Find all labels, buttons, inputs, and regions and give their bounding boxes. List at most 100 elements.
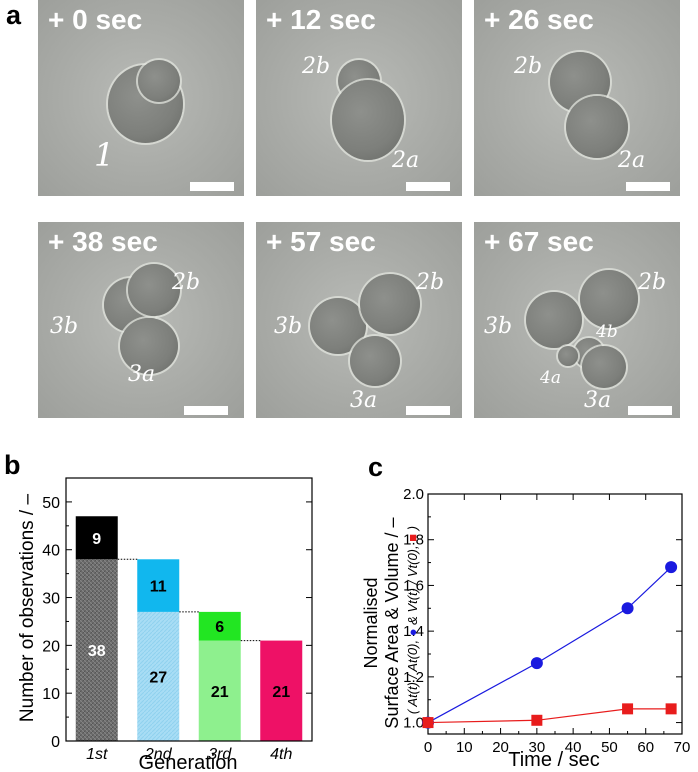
x-axis-label: Generation: [139, 752, 238, 772]
series-line-square: [427, 708, 672, 724]
x-tick-label: 50: [601, 739, 618, 756]
cell-3a: [582, 346, 626, 388]
y-tick-label: 1.4: [403, 623, 424, 640]
scale-bar: [626, 182, 670, 191]
series-line-circle: [427, 566, 672, 724]
y-tick-label: 0: [51, 734, 60, 751]
micrograph-frame-12s: + 12 sec 2b 2a: [256, 0, 462, 196]
cell-label: 2b: [514, 54, 543, 79]
cell-label: 2b: [638, 270, 667, 295]
frame-time-label: + 0 sec: [48, 4, 143, 35]
y-tick-label: 1.8: [403, 532, 424, 549]
bar-value-label-lower: 21: [272, 684, 290, 701]
cell-label: 3a: [350, 388, 378, 413]
x-tick-label: 3rd: [208, 746, 232, 763]
data-point-square: [531, 714, 543, 726]
x-tick-label: 10: [456, 739, 473, 756]
y-tick-label: 40: [42, 543, 60, 560]
panel-b-letter: b: [4, 450, 21, 480]
micrograph-frame-67s: + 67 sec 2b 3b 4b 4a 3a: [474, 222, 680, 418]
bar-lower-3rd: [198, 640, 241, 741]
bar-value-label-lower: 38: [88, 643, 106, 660]
cell-label: 2b: [416, 270, 445, 295]
panel-a-letter: a: [6, 0, 22, 30]
panel-c-letter: c: [368, 452, 384, 482]
bar-group: 9 38 11 27 6 21 21: [75, 516, 303, 741]
data-point-circle: [665, 561, 678, 574]
x-tick-label: 4th: [270, 746, 292, 763]
cell-label: 3b: [50, 314, 79, 339]
plot-frame: [65, 477, 313, 742]
y-tick-label: 30: [42, 591, 60, 608]
cell-label: 3b: [274, 314, 303, 339]
cell-2b: [128, 264, 180, 316]
axes: 0 10 20 30 40 50 1st 2nd 3rd 4th: [42, 477, 313, 763]
x-tick-label: 0: [424, 739, 432, 756]
cell-label: 3b: [484, 314, 513, 339]
cell-label: 4a: [540, 368, 561, 388]
frame-time-label: + 57 sec: [266, 226, 376, 257]
y-tick-label: 1.2: [403, 669, 424, 686]
cell-label: 1: [94, 136, 115, 174]
y-tick-label: 2.0: [403, 486, 424, 503]
bar-value-label-upper: 9: [92, 531, 101, 548]
cell-3b: [526, 292, 582, 348]
x-tick-label: 20: [492, 739, 509, 756]
bar-lower-2nd: [137, 611, 180, 741]
cell-label: 4b: [596, 322, 618, 342]
cell-2b: [360, 274, 420, 334]
x-tick-label: 40: [565, 739, 582, 756]
cell-label: 2b: [172, 270, 201, 295]
cell-3a: [120, 318, 178, 374]
sublabel-part-volume: & Vt(t) / Vt(0),: [405, 542, 420, 629]
x-axis-label: Time / sec: [508, 749, 600, 771]
data-point-square: [622, 703, 634, 715]
frame-time-label: + 67 sec: [484, 226, 594, 257]
bar-lower-4th: [260, 640, 303, 741]
y-axis-label: Number of observations / –: [17, 494, 38, 723]
cell-2a: [566, 96, 628, 158]
x-tick-label: 1st: [86, 746, 108, 763]
legend-square-marker: ■: [405, 534, 420, 542]
data-point-square: [422, 717, 434, 729]
bar-lower-1st: [75, 559, 118, 741]
bar-value-label-lower: 27: [149, 669, 167, 686]
sublabel-part-close: ): [405, 526, 420, 534]
micrograph-frame-26s: + 26 sec 2b 2a: [474, 0, 680, 196]
y-tick-label: 20: [42, 638, 60, 655]
bar-upper-3rd: [198, 611, 241, 641]
series-group: [422, 561, 678, 729]
scale-bar: [406, 406, 450, 415]
x-tick-label: 2nd: [144, 746, 173, 763]
data-point-circle: [530, 657, 543, 670]
scale-bar: [190, 182, 234, 191]
micrograph-frame-57s: + 57 sec 2b 3b 3a: [256, 222, 462, 418]
y-axis-label-line1: Normalised: [361, 577, 381, 668]
x-tick-label: 60: [637, 739, 654, 756]
y-tick-label: 1.6: [403, 577, 424, 594]
cell-label: 2a: [392, 148, 420, 173]
bar-value-label-lower: 21: [211, 684, 229, 701]
cell-bulge: [138, 60, 180, 102]
data-point-circle: [621, 602, 634, 615]
cell-label: 2b: [302, 54, 331, 79]
sublabel-part-area: ( At(t) / At(0),: [405, 636, 420, 714]
cell-label: 3a: [584, 388, 612, 413]
plot-frame: [427, 493, 683, 735]
micrograph-frame-0s: + 0 sec 1: [38, 0, 244, 196]
micrograph-frame-38s: + 38 sec 2b 3b 3a: [38, 222, 244, 418]
y-axis-label-line2: Surface Area & Volume / –: [382, 517, 402, 728]
frame-time-label: + 26 sec: [484, 4, 594, 35]
cell-4a: [558, 346, 578, 366]
scale-bar: [628, 406, 672, 415]
cell-2a: [332, 80, 404, 160]
y-axis-sublabel: ( At(t) / At(0), ● & Vt(t) / Vt(0), ■ ): [405, 526, 420, 714]
bar-upper-2nd: [137, 559, 180, 612]
data-point-square: [665, 703, 677, 715]
cell-2b: [580, 270, 638, 328]
scale-bar: [184, 406, 228, 415]
y-tick-label: 1.0: [403, 715, 424, 732]
cell-3a: [350, 336, 400, 386]
